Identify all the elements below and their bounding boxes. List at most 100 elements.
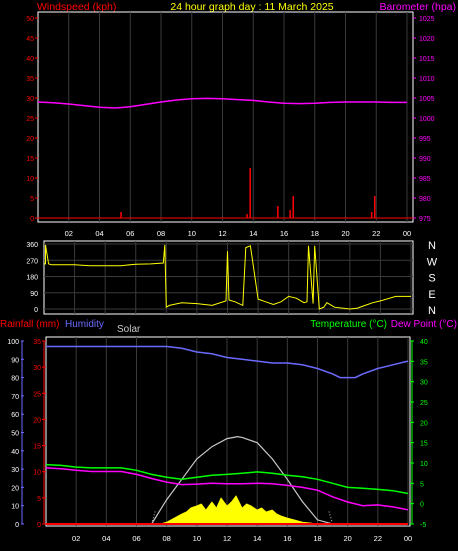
temp-tick-label: 15 xyxy=(420,441,428,448)
direction-tick-label: 0 xyxy=(34,307,38,314)
baro-tick-label: 1025 xyxy=(419,16,435,23)
solar-edge-dots xyxy=(151,509,157,525)
temp-x-tick-label: 04 xyxy=(102,534,110,543)
wind-x-tick-label: 06 xyxy=(126,229,134,238)
direction-tick-label: 360 xyxy=(26,242,38,249)
humidity-series-line xyxy=(46,345,409,379)
rain-tick-label: 20 xyxy=(33,417,41,424)
wind-baro-panel xyxy=(37,11,414,223)
wind-tick-label: 5 xyxy=(30,196,34,203)
direction-tick-label: 270 xyxy=(26,258,38,265)
barometer-series-line xyxy=(37,97,407,109)
wind-direction-line xyxy=(44,244,411,310)
rain-tick-label: 35 xyxy=(33,339,41,346)
direction-panel xyxy=(43,240,414,315)
baro-tick-label: 1015 xyxy=(419,56,435,63)
wind-x-tick-label: 14 xyxy=(249,229,257,238)
chart-title: 24 hour graph day : 11 March 2025 xyxy=(170,1,333,13)
temp-x-tick-label: 08 xyxy=(162,534,170,543)
wind-tick-label: 20 xyxy=(26,136,34,143)
temp-tick-label: 30 xyxy=(420,380,428,387)
compass-label: N xyxy=(428,240,436,252)
rain-tick-label: 5 xyxy=(37,496,41,503)
compass-label: N xyxy=(428,305,436,317)
wind-tick-label: 50 xyxy=(26,16,34,23)
wind-tick-label: 10 xyxy=(26,176,34,183)
wind-x-tick-label: 10 xyxy=(188,229,196,238)
wind-x-tick-label: 12 xyxy=(218,229,226,238)
humidity-axis-label: Humidity xyxy=(65,319,104,330)
temp-x-tick-label: 10 xyxy=(193,534,201,543)
temp-tick-label: 10 xyxy=(420,461,428,468)
compass-label: W xyxy=(427,256,438,268)
baro-tick-label: 1010 xyxy=(419,76,435,83)
humidity-tick-label: 40 xyxy=(11,449,19,456)
direction-tick-label: 180 xyxy=(26,275,38,282)
baro-tick-label: 1000 xyxy=(419,116,435,123)
temp-tick-label: 20 xyxy=(420,420,428,427)
humidity-tick-label: 50 xyxy=(11,431,19,438)
temp-x-tick-label: 16 xyxy=(283,534,291,543)
baro-tick-label: 985 xyxy=(419,176,431,183)
direction-tick-label: 90 xyxy=(30,291,38,298)
wind-x-tick-label: 16 xyxy=(280,229,288,238)
dewpoint-series-line xyxy=(45,467,409,511)
humidity-tick-label: 30 xyxy=(11,467,19,474)
humidity-tick-label: 100 xyxy=(7,339,19,346)
solar-edge-dots xyxy=(328,509,334,525)
rain-tick-label: 25 xyxy=(33,391,41,398)
wind-tick-label: 40 xyxy=(26,56,34,63)
temp-x-tick-label: 22 xyxy=(374,534,382,543)
humidity-tick-label: 60 xyxy=(11,412,19,419)
temp-x-tick-label: 20 xyxy=(343,534,351,543)
wind-x-tick-label: 00 xyxy=(403,229,411,238)
temperature-axis-label: Temperature (°C) xyxy=(310,319,387,330)
solar-area xyxy=(159,495,318,525)
wind-x-tick-label: 04 xyxy=(95,229,103,238)
barometer-axis-label: Barometer (hpa) xyxy=(380,1,456,13)
compass-label: S xyxy=(428,273,435,285)
temperature-series-line xyxy=(45,463,409,495)
rain-axis-label: Rainfall (mm) xyxy=(0,319,59,330)
temp-x-tick-label: 00 xyxy=(404,534,412,543)
wind-axis-label: Windspeed (kph) xyxy=(37,1,116,13)
temp-x-tick-label: 18 xyxy=(313,534,321,543)
baro-tick-label: 1005 xyxy=(419,96,435,103)
compass-label: E xyxy=(428,289,435,301)
wind-tick-label: 25 xyxy=(26,116,34,123)
temp-panel xyxy=(45,336,411,527)
wind-x-tick-label: 02 xyxy=(65,229,73,238)
temp-tick-label: 40 xyxy=(420,339,428,346)
humidity-tick-label: 70 xyxy=(11,394,19,401)
wind-tick-label: 45 xyxy=(26,36,34,43)
humidity-tick-label: 10 xyxy=(11,504,19,511)
humidity-tick-label: 0 xyxy=(15,522,19,529)
humidity-tick-label: 90 xyxy=(11,357,19,364)
wind-x-tick-label: 22 xyxy=(372,229,380,238)
dewpoint-axis-label: Dew Point (°C) xyxy=(391,319,457,330)
temp-tick-label: -5 xyxy=(420,522,426,529)
wind-tick-label: 15 xyxy=(26,156,34,163)
temp-tick-label: 25 xyxy=(420,400,428,407)
baro-tick-label: 1020 xyxy=(419,36,435,43)
temp-x-tick-label: 02 xyxy=(72,534,80,543)
rain-tick-label: 0 xyxy=(37,522,41,529)
wind-x-tick-label: 08 xyxy=(157,229,165,238)
wind-x-tick-label: 18 xyxy=(311,229,319,238)
wind-tick-label: 35 xyxy=(26,76,34,83)
solar-max-curve xyxy=(151,435,333,525)
temp-tick-label: 0 xyxy=(420,502,424,509)
temp-x-tick-label: 06 xyxy=(132,534,140,543)
rain-tick-label: 10 xyxy=(33,470,41,477)
baro-tick-label: 980 xyxy=(419,196,431,203)
temp-x-tick-label: 14 xyxy=(253,534,261,543)
temp-tick-label: 35 xyxy=(420,359,428,366)
baro-tick-label: 975 xyxy=(419,216,431,223)
rain-tick-label: 15 xyxy=(33,444,41,451)
wind-x-tick-label: 20 xyxy=(341,229,349,238)
rain-tick-label: 30 xyxy=(33,365,41,372)
wind-tick-label: 0 xyxy=(30,216,34,223)
humidity-tick-label: 20 xyxy=(11,485,19,492)
baro-tick-label: 995 xyxy=(419,136,431,143)
